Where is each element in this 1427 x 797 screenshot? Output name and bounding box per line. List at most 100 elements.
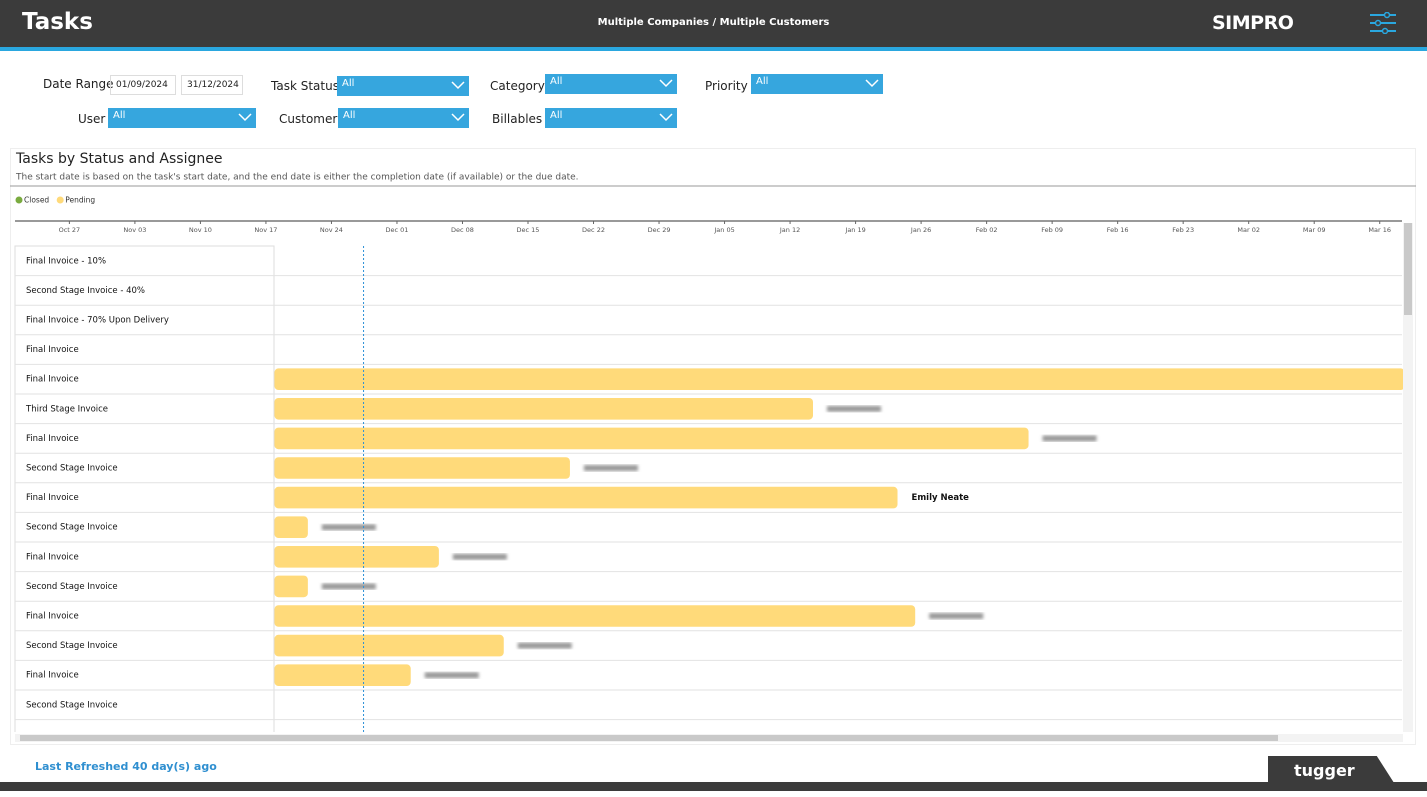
task-bar	[274, 486, 898, 509]
redacted-label	[452, 553, 507, 560]
legend-swatch	[15, 196, 23, 204]
x-tick-label: Dec 08	[451, 226, 474, 234]
filter-label: Date Range	[43, 77, 114, 91]
legend-label: Pending	[65, 196, 95, 205]
legend: Closed Pending	[15, 196, 95, 205]
redacted-label	[424, 672, 479, 679]
redacted-label	[1042, 435, 1097, 442]
task-name: Second Stage Invoice	[26, 582, 118, 592]
filter-label: User	[78, 112, 106, 126]
x-tick-label: Jan 12	[779, 226, 800, 234]
chart-title: Tasks by Status and Assignee	[15, 151, 222, 167]
x-tick-label: Jan 26	[910, 226, 931, 234]
x-tick-label: Dec 01	[386, 226, 409, 234]
task-bar	[274, 368, 1404, 390]
task-bar	[274, 398, 814, 420]
chart-subtitle: The start date is based on the task's st…	[15, 173, 579, 183]
dropdown[interactable]: All	[108, 108, 256, 128]
dropdown[interactable]: All	[545, 74, 677, 94]
v-scrollbar[interactable]	[1403, 223, 1413, 732]
assignee-label: Emily Neate	[912, 493, 970, 503]
scope: Multiple Companies / Multiple Customers	[597, 17, 830, 28]
task-name: Final Invoice	[26, 493, 79, 503]
redacted-label	[929, 613, 984, 619]
x-tick-label: Dec 29	[648, 226, 671, 234]
h-scroll-thumb[interactable]	[20, 735, 1278, 741]
task-name: Third Stage Invoice	[25, 404, 108, 414]
settings-icon[interactable]	[1370, 12, 1396, 34]
task-name: Second Stage Invoice	[26, 523, 118, 533]
x-tick-label: Nov 17	[254, 226, 277, 234]
redacted-label	[827, 405, 881, 412]
dropdown[interactable]: All	[751, 74, 883, 94]
chevron	[451, 81, 465, 90]
dropdown[interactable]: All	[337, 76, 469, 96]
dropdown-value: All	[550, 110, 563, 121]
filter-label: Task Status	[271, 79, 339, 93]
task-bar	[274, 634, 504, 657]
x-tick-label: Oct 27	[59, 226, 81, 234]
redacted-label	[517, 642, 572, 649]
x-tick-label: Mar 16	[1368, 226, 1391, 234]
chevron	[659, 79, 673, 88]
task-name: Final Invoice	[26, 612, 79, 622]
page-title: Tasks	[22, 9, 93, 35]
logo-badge: tugger	[1268, 756, 1396, 786]
task-name: Final Invoice	[26, 434, 79, 444]
label-column	[14, 245, 275, 732]
dropdown-value: All	[756, 76, 769, 87]
header-bar: Tasks Multiple Companies / Multiple Cust…	[0, 0, 1427, 51]
task-name: Second Stage Invoice	[26, 700, 118, 710]
x-tick-label: Feb 02	[976, 226, 998, 234]
task-name: Final Invoice - 70% Upon Delivery	[26, 316, 169, 326]
task-name: Second Stage Invoice	[26, 641, 118, 651]
brand-logo: SIMPRO	[1212, 12, 1294, 34]
date-input[interactable]: 01/09/2024	[110, 75, 176, 95]
x-tick-label: Dec 15	[517, 226, 540, 234]
dropdown[interactable]: All	[545, 108, 677, 128]
task-name: Final Invoice	[26, 375, 79, 385]
dropdown-value: All	[342, 78, 355, 89]
task-bar	[274, 546, 439, 568]
x-tick-label: Mar 02	[1237, 226, 1260, 234]
x-tick-label: Mar 09	[1303, 226, 1326, 234]
date-input[interactable]: 31/12/2024	[181, 75, 243, 95]
task-bar	[274, 516, 308, 538]
x-tick-label: Nov 10	[189, 226, 212, 234]
x-tick-label: Nov 24	[320, 226, 343, 234]
redacted-label	[583, 465, 638, 471]
x-tick-label: Feb 09	[1041, 226, 1063, 234]
legend-label: Closed	[24, 196, 49, 205]
task-name: Final Invoice	[26, 671, 79, 681]
redacted-label	[321, 583, 376, 590]
footer-bar	[0, 782, 1427, 791]
gantt-chart: Tasks by Status and Assignee The start d…	[10, 148, 1416, 745]
x-tick-label: Dec 22	[582, 226, 605, 234]
filter-label: Category	[490, 79, 545, 93]
chevron	[865, 79, 879, 88]
v-scroll-thumb[interactable]	[1404, 223, 1412, 315]
task-name: Final Invoice - 10%	[26, 256, 106, 266]
task-name: Second Stage Invoice - 40%	[26, 286, 145, 296]
legend-swatch	[56, 196, 64, 204]
task-bar	[274, 457, 570, 479]
x-tick-label: Jan 19	[844, 226, 865, 234]
dropdown-value: All	[343, 110, 356, 121]
x-tick-label: Nov 03	[123, 226, 146, 234]
task-bar	[274, 575, 308, 598]
x-tick-label: Feb 16	[1107, 226, 1129, 234]
dropdown[interactable]: All	[338, 108, 469, 128]
redacted-label	[321, 524, 376, 531]
task-bar	[274, 605, 916, 627]
dropdown-value: All	[550, 76, 563, 87]
dropdown-value: All	[113, 110, 126, 121]
footer-logo: tugger	[1294, 761, 1355, 780]
x-tick-label: Feb 23	[1172, 226, 1194, 234]
x-tick-label: Jan 05	[713, 226, 734, 234]
task-bar	[274, 664, 411, 686]
chevron	[238, 113, 252, 122]
rows: Final Invoice - 10% Second Stage Invoice …	[14, 245, 1404, 732]
filter-label: Billables	[492, 112, 543, 126]
task-name: Final Invoice	[26, 345, 79, 355]
